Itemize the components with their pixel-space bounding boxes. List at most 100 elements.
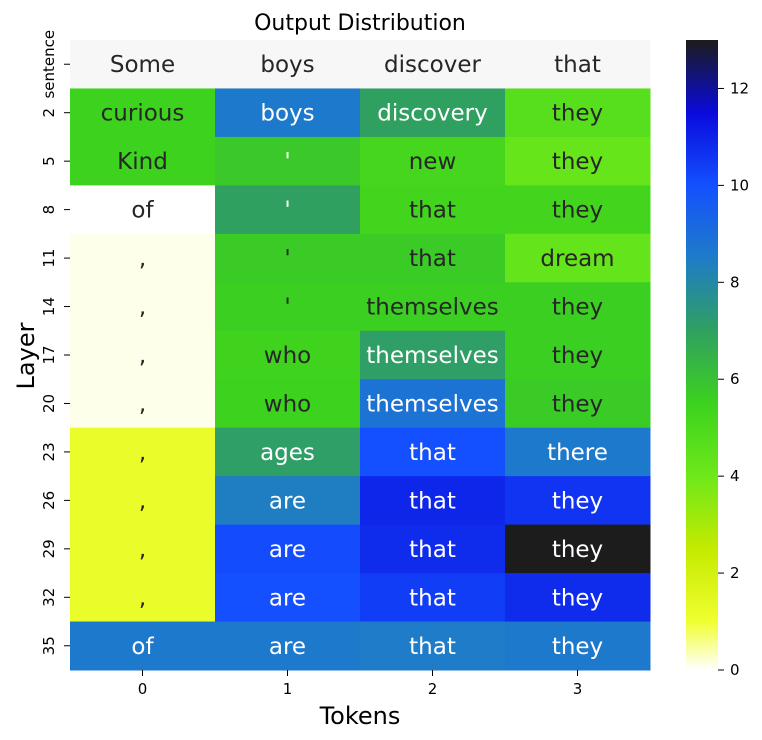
cell-label: ages — [260, 440, 315, 466]
heatmap-cell — [215, 621, 361, 671]
heatmap-cell — [505, 330, 651, 380]
y-axis-label: Layer — [12, 322, 40, 389]
heatmap-cell — [505, 621, 651, 671]
cell-label: ' — [284, 198, 290, 224]
cell-label: ' — [284, 149, 290, 175]
cell-label: new — [409, 149, 457, 175]
cell-label: , — [139, 537, 146, 563]
cell-label: , — [139, 440, 146, 466]
cell-label: that — [554, 52, 601, 78]
colorbar-tick-label: 12 — [730, 79, 749, 97]
y-tick-label: 5 — [40, 156, 58, 166]
colorbar-gradient — [686, 40, 718, 670]
x-tick-label: 2 — [428, 680, 438, 698]
cell-label: they — [552, 295, 603, 321]
cell-label: themselves — [366, 391, 498, 417]
heatmap-cell — [70, 185, 216, 235]
heatmap-cell — [505, 282, 651, 332]
heatmap-cell — [360, 379, 506, 429]
x-tick-label: 3 — [573, 680, 583, 698]
y-tick-label: 32 — [40, 588, 58, 607]
cell-label: that — [409, 634, 456, 660]
cell-label: that — [409, 537, 456, 563]
y-tick-label: 29 — [40, 539, 58, 558]
heatmap-cell — [215, 88, 361, 138]
cell-label: of — [131, 198, 154, 224]
heatmap-cell — [215, 379, 361, 429]
heatmap-cell — [215, 185, 361, 235]
cell-label: themselves — [366, 295, 498, 321]
cell-label: , — [139, 295, 146, 321]
cell-label: that — [409, 585, 456, 611]
heatmap-cell — [70, 88, 216, 138]
heatmap-cell — [505, 476, 651, 526]
heatmap-cell — [215, 476, 361, 526]
cell-label: Some — [110, 52, 175, 78]
cell-label: that — [409, 440, 456, 466]
heatmap-cell — [360, 40, 506, 89]
colorbar-tick-label: 2 — [730, 564, 740, 582]
heatmap-cell — [505, 88, 651, 138]
heatmap-cell — [360, 476, 506, 526]
cell-label: , — [139, 246, 146, 272]
heatmap-cell — [70, 379, 216, 429]
y-tick-label: 35 — [40, 636, 58, 655]
cell-label: they — [552, 343, 603, 369]
heatmap-cell — [215, 427, 361, 477]
heatmap-cell — [215, 330, 361, 380]
heatmap-cell — [505, 185, 651, 235]
colorbar-tick-label: 6 — [730, 370, 740, 388]
y-tick-label: 8 — [40, 205, 58, 215]
heatmap-cell — [215, 573, 361, 623]
colorbar: 0 2 4 6 8 10 12 — [686, 40, 749, 679]
heatmap-cell — [215, 233, 361, 283]
heatmap-cell — [360, 233, 506, 283]
heatmap-cell — [215, 524, 361, 574]
heatmap-cell — [215, 282, 361, 332]
heatmap-cell — [505, 573, 651, 623]
cell-label: dream — [540, 246, 614, 272]
colorbar-tick-label: 0 — [730, 661, 740, 679]
heatmap-cell — [70, 282, 216, 332]
cell-label: are — [269, 585, 306, 611]
cell-label: themselves — [366, 343, 498, 369]
heatmap-cell — [505, 136, 651, 186]
heatmap-cell — [70, 621, 216, 671]
y-tick-label: 17 — [40, 345, 58, 364]
heatmap-cell — [360, 185, 506, 235]
cell-label: they — [552, 391, 603, 417]
cell-label: that — [409, 488, 456, 514]
cell-label: that — [409, 198, 456, 224]
heatmap-cell — [360, 427, 506, 477]
cell-label: of — [131, 634, 154, 660]
heatmap-cell — [505, 524, 651, 574]
heatmap-cell — [360, 136, 506, 186]
y-tick-label: 20 — [40, 394, 58, 413]
heatmap-cell — [505, 379, 651, 429]
cell-label: boys — [260, 101, 314, 127]
y-tick-label: 14 — [40, 297, 58, 316]
x-axis: 0 1 2 3 — [138, 670, 583, 698]
y-tick-label: 11 — [40, 249, 58, 268]
cell-label: are — [269, 634, 306, 660]
heatmap-cells: Some boys discover that curious boys discovery… — [70, 40, 651, 671]
y-tick-label: 26 — [40, 491, 58, 510]
cell-label: discovery — [377, 101, 488, 127]
heatmap-cell — [505, 427, 651, 477]
y-axis: sentence 2 5 8 11 14 17 20 23 26 29 32 35 — [40, 30, 70, 655]
cell-label: , — [139, 585, 146, 611]
cell-label: are — [269, 488, 306, 514]
cell-label: , — [139, 343, 146, 369]
cell-label: they — [552, 149, 603, 175]
cell-label: they — [552, 101, 603, 127]
heatmap-cell — [70, 476, 216, 526]
cell-label: who — [264, 343, 311, 369]
heatmap-cell — [70, 233, 216, 283]
x-tick-label: 1 — [283, 680, 293, 698]
cell-label: there — [547, 440, 608, 466]
x-axis-label: Tokens — [319, 702, 401, 730]
heatmap-cell — [70, 330, 216, 380]
heatmap-cell — [360, 524, 506, 574]
heatmap-cell — [505, 40, 651, 89]
heatmap-cell — [360, 573, 506, 623]
